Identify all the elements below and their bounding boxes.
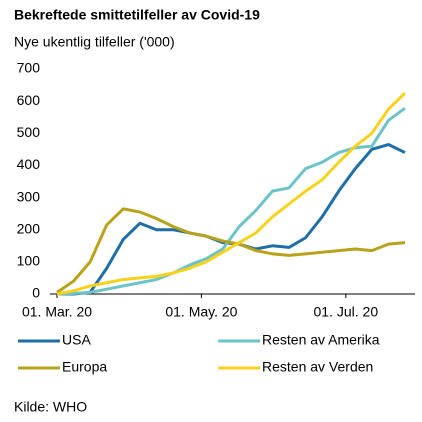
y-tick-label: 400: [17, 156, 41, 172]
x-tick-label: 01. May. 20: [165, 304, 237, 320]
legend-label: Resten av Verden: [262, 359, 373, 375]
legend-label: Resten av Amerika: [262, 332, 380, 348]
series-line: [56, 92, 407, 296]
chart-title: Bekreftede smittetilfeller av Covid-19: [14, 7, 260, 23]
y-tick-label: 600: [17, 92, 41, 108]
source: Kilde: WHO: [14, 399, 87, 415]
chart-subtitle: Nye ukentlig tilfeller ('000): [14, 34, 175, 50]
legend-label: Europa: [62, 359, 107, 375]
y-tick-label: 0: [32, 285, 40, 301]
legend-label: USA: [62, 332, 91, 348]
y-tick-label: 700: [17, 60, 41, 76]
series-line: [56, 207, 406, 294]
x-tick-label: 01. Mar. 20: [22, 304, 92, 320]
series-line: [57, 143, 406, 296]
x-tick-label: 01. Jul. 20: [314, 304, 379, 320]
y-tick-label: 300: [17, 188, 41, 204]
y-tick-label: 100: [17, 253, 41, 269]
y-tick-label: 500: [17, 124, 41, 140]
y-tick-label: 200: [17, 220, 41, 236]
series-line: [56, 107, 406, 296]
